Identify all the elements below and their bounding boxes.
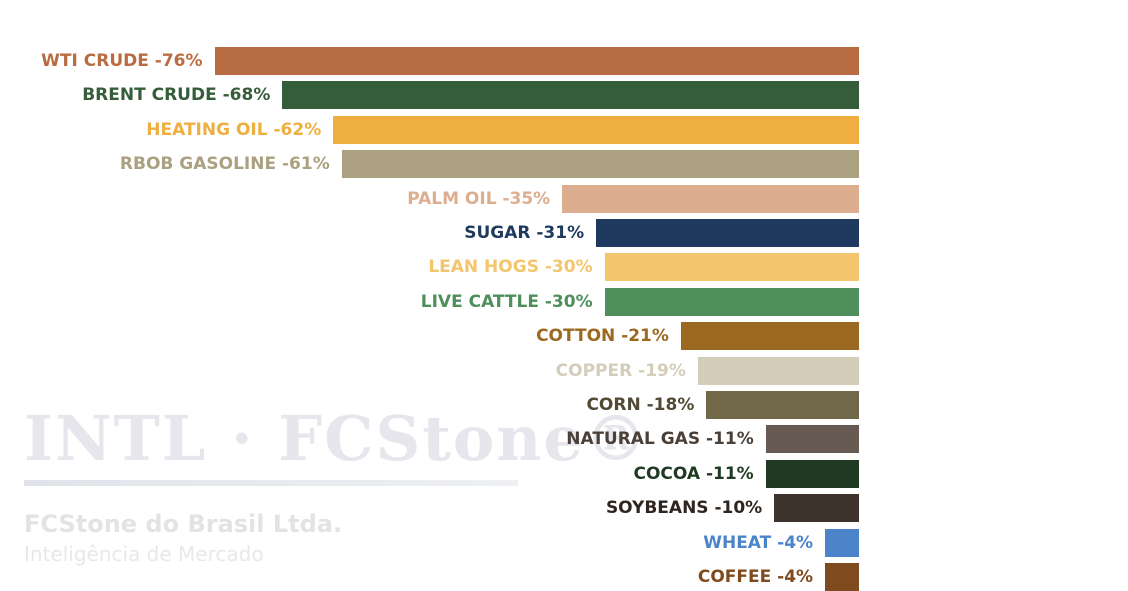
bar-brent-crude xyxy=(282,81,859,110)
bar-wti-crude xyxy=(214,47,859,75)
bar-copper xyxy=(697,356,859,385)
bar-sugar xyxy=(596,219,859,247)
bar-label-rbob-gasoline: RBOB GASOLINE -61% xyxy=(119,154,330,175)
bar-lean-hogs xyxy=(604,253,859,282)
bar-cotton xyxy=(680,322,859,351)
bar-natural-gas xyxy=(765,425,859,454)
watermark-divider xyxy=(24,480,518,486)
bar-label-live-cattle: LIVE CATTLE -30% xyxy=(420,291,593,312)
bar-label-coffee: COFFEE -4% xyxy=(697,567,814,587)
bar-label-natural-gas: NATURAL GAS -11% xyxy=(566,429,754,450)
bar-heating-oil xyxy=(333,115,859,144)
bar-label-soybeans: SOYBEANS -10% xyxy=(605,498,763,519)
bar-label-corn: CORN -18% xyxy=(586,395,695,415)
bar-label-copper: COPPER -19% xyxy=(555,360,686,381)
bar-label-cotton: COTTON -21% xyxy=(536,326,669,347)
bar-corn xyxy=(706,391,859,419)
bar-label-brent-crude: BRENT CRUDE -68% xyxy=(82,85,271,106)
bar-rbob-gasoline xyxy=(341,150,859,179)
watermark-logo: INTL · FCStone® xyxy=(24,402,649,475)
bar-palm-oil xyxy=(562,184,859,213)
bar-wheat xyxy=(825,528,859,557)
watermark-company: FCStone do Brasil Ltda. xyxy=(24,510,343,538)
intl-fcstone-watermark: INTL · FCStone® FCStone do Brasil Ltda. … xyxy=(24,404,649,566)
bar-label-lean-hogs: LEAN HOGS -30% xyxy=(428,257,593,278)
bar-soybeans xyxy=(774,494,859,523)
bar-label-sugar: SUGAR -31% xyxy=(464,223,585,243)
bar-label-palm-oil: PALM OIL -35% xyxy=(407,188,551,209)
bar-cocoa xyxy=(765,459,859,488)
bar-label-cocoa: COCOA -11% xyxy=(633,463,754,484)
bar-coffee xyxy=(825,563,859,591)
bar-label-wheat: WHEAT -4% xyxy=(703,532,814,553)
bar-live-cattle xyxy=(604,287,859,316)
bar-label-heating-oil: HEATING OIL -62% xyxy=(146,119,322,140)
watermark-subtitle: Inteligência de Mercado xyxy=(24,542,264,566)
bar-label-wti-crude: WTI CRUDE -76% xyxy=(41,51,203,71)
